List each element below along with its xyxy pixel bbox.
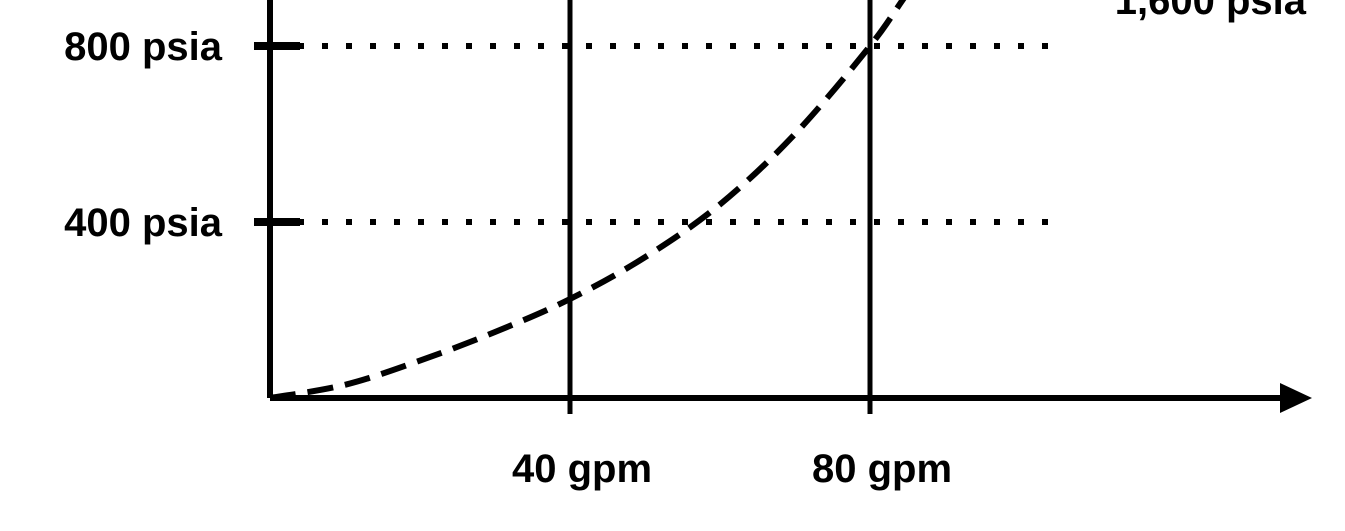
- series-line-0: [270, 0, 907, 400]
- top-pressure-label: 1,600 psia: [1115, 0, 1307, 23]
- x-ticks: 40 gpm 80 gpm: [512, 447, 952, 491]
- x-axis-arrowhead: [1280, 383, 1312, 413]
- y-tick-label-800: 800 psia: [64, 25, 223, 69]
- dotted-gridlines: [298, 43, 1062, 225]
- x-tick-label-80: 80 gpm: [812, 447, 952, 491]
- series-group: [270, 0, 907, 400]
- vertical-reference-lines: [567, 0, 873, 414]
- y-tick-label-400: 400 psia: [64, 201, 223, 245]
- x-tick-label-40: 40 gpm: [512, 447, 652, 491]
- y-ticks: 400 psia 800 psia: [64, 25, 300, 245]
